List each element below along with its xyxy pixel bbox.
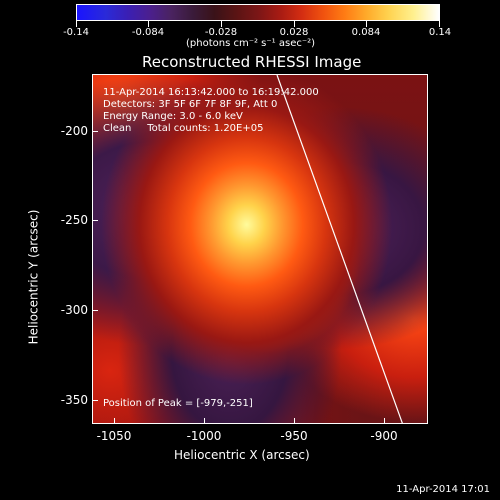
y-tick-label: -350 (60, 393, 88, 407)
colorbar-units-label: (photons cm⁻² s⁻¹ asec⁻²) (186, 38, 316, 49)
y-tick-label: -300 (60, 303, 88, 317)
y-axis-tick (92, 220, 98, 221)
y-axis-tick (92, 400, 98, 401)
x-axis-label: Heliocentric X (arcsec) (174, 448, 310, 462)
y-tick-label: -250 (60, 213, 88, 227)
info-line-energy-range: Energy Range: 3.0 - 6.0 keV (103, 111, 243, 122)
x-tick-label: -950 (280, 429, 308, 443)
colorbar (76, 4, 440, 21)
y-axis-tick (92, 131, 98, 132)
colorbar-tick (148, 21, 149, 27)
limb-line (276, 75, 403, 423)
peak-position-label: Position of Peak = [-979,-251] (103, 398, 253, 409)
page-title: Reconstructed RHESSI Image (142, 53, 362, 71)
rhessi-image-panel: 11-Apr-2014 16:13:42.000 to 16:19:42.000… (92, 74, 428, 424)
colorbar-tick (294, 21, 295, 27)
colorbar-tick-label: -0.028 (204, 27, 238, 38)
colorbar-tick (221, 21, 222, 27)
y-axis-tick (92, 310, 98, 311)
info-line-total-counts: Clean Total counts: 1.20E+05 (103, 123, 264, 134)
colorbar-tick (439, 21, 440, 27)
x-tick-label: -1050 (96, 429, 132, 443)
colorbar-tick-label: -0.14 (63, 27, 89, 38)
x-axis-tick (114, 418, 115, 424)
y-tick-label: -200 (60, 124, 88, 138)
x-axis-tick (204, 418, 205, 424)
colorbar-tick (76, 21, 77, 27)
x-axis-tick (384, 418, 385, 424)
x-tick-label: -900 (370, 429, 398, 443)
info-line-detectors: Detectors: 3F 5F 6F 7F 8F 9F, Att 0 (103, 99, 278, 110)
colorbar-tick-label: -0.084 (131, 27, 165, 38)
y-axis-label: Heliocentric Y (arcsec) (26, 209, 41, 345)
x-axis-tick (294, 418, 295, 424)
limb-overlay (276, 75, 403, 423)
colorbar-tick-label: 0.028 (279, 27, 309, 38)
info-line-time-range: 11-Apr-2014 16:13:42.000 to 16:19:42.000 (103, 87, 319, 98)
footer-timestamp: 11-Apr-2014 17:01 (396, 484, 490, 495)
colorbar-tick-label: 0.14 (428, 27, 452, 38)
colorbar-tick-label: 0.084 (351, 27, 381, 38)
colorbar-tick (366, 21, 367, 27)
colorbar-ticks (76, 21, 440, 27)
x-tick-label: -1000 (186, 429, 222, 443)
